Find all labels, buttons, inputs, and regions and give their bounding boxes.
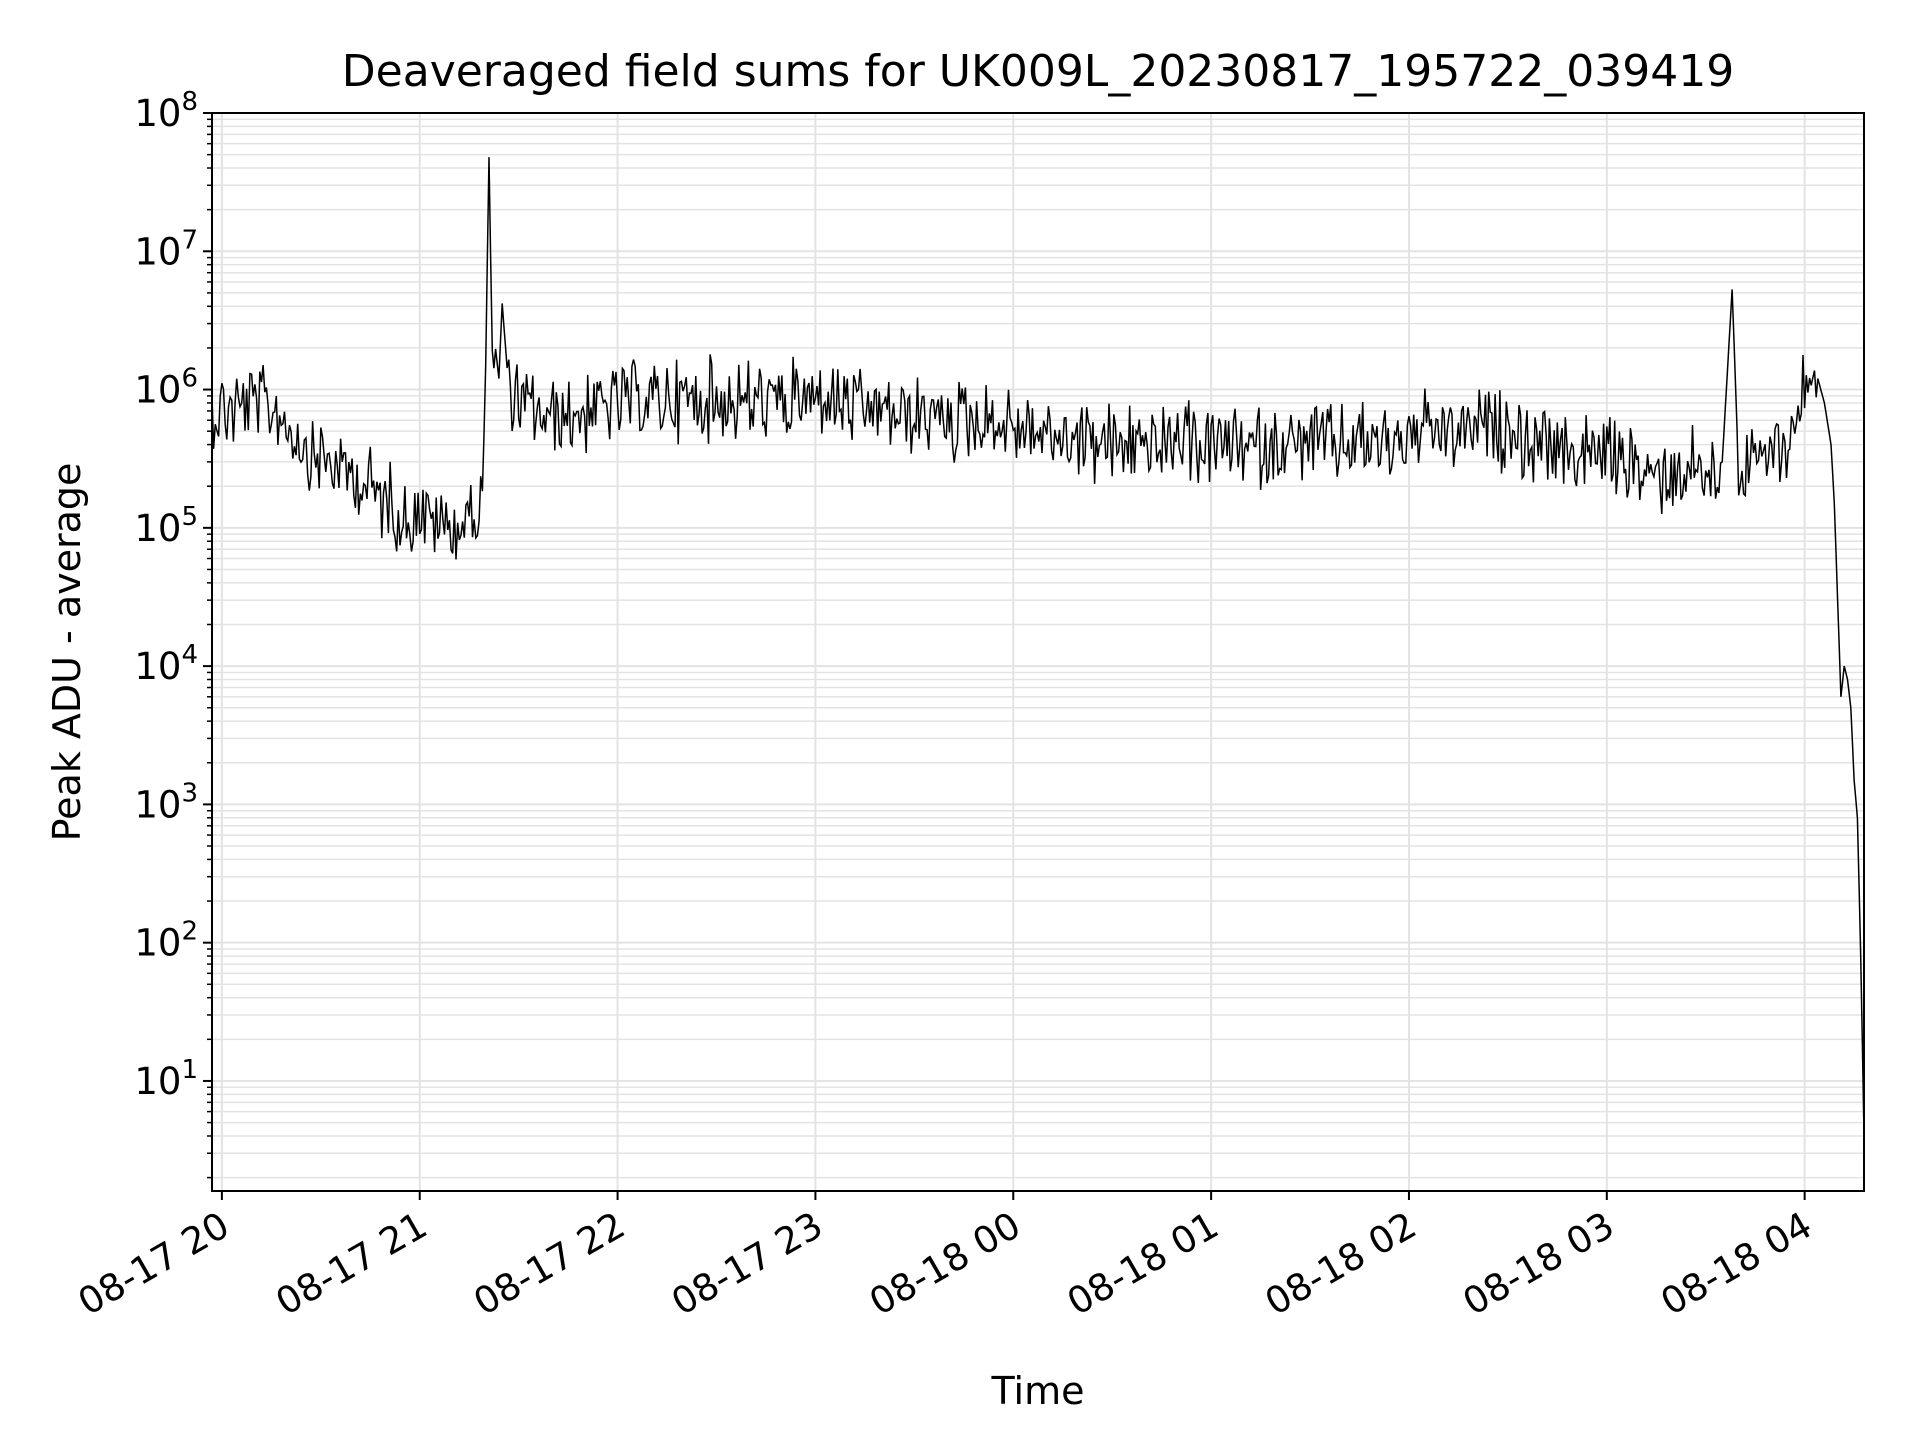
y-tick-label: 108 <box>134 87 198 135</box>
y-axis: 101 102 103 104 105 106 107 108 <box>134 87 212 1179</box>
y-tick-label: 106 <box>134 364 198 412</box>
data-series-line <box>211 157 1865 1137</box>
x-tick-label: 08-17 20 <box>71 1204 237 1324</box>
x-tick-label: 08-18 03 <box>1456 1204 1622 1324</box>
x-tick-label: 08-18 02 <box>1258 1204 1424 1324</box>
grid <box>212 112 1864 1191</box>
y-tick-label: 107 <box>134 225 198 273</box>
x-tick-label: 08-17 21 <box>269 1204 435 1324</box>
y-tick-label: 105 <box>134 502 198 550</box>
chart-title: Deaveraged field sums for UK009L_2023081… <box>342 46 1734 97</box>
plot-frame <box>211 112 1865 1192</box>
x-tick-label: 08-18 00 <box>862 1204 1028 1324</box>
y-tick-label: 104 <box>134 640 198 688</box>
x-tick-label: 08-17 22 <box>467 1204 633 1324</box>
x-axis: 08-17 20 08-17 21 08-17 22 08-17 23 08-18 00… <box>71 1191 1819 1324</box>
x-tick-label: 08-18 04 <box>1654 1204 1820 1324</box>
series <box>211 157 1865 1137</box>
plot-background <box>212 113 1864 1191</box>
x-axis-label: Time <box>991 1369 1085 1413</box>
x-tick-label: 08-18 01 <box>1060 1204 1226 1324</box>
x-tick-label: 08-17 23 <box>664 1204 830 1324</box>
y-tick-label: 101 <box>134 1055 198 1103</box>
y-tick-label: 102 <box>134 917 198 965</box>
y-axis-label: Peak ADU - average <box>45 463 89 842</box>
y-tick-label: 103 <box>134 778 198 826</box>
